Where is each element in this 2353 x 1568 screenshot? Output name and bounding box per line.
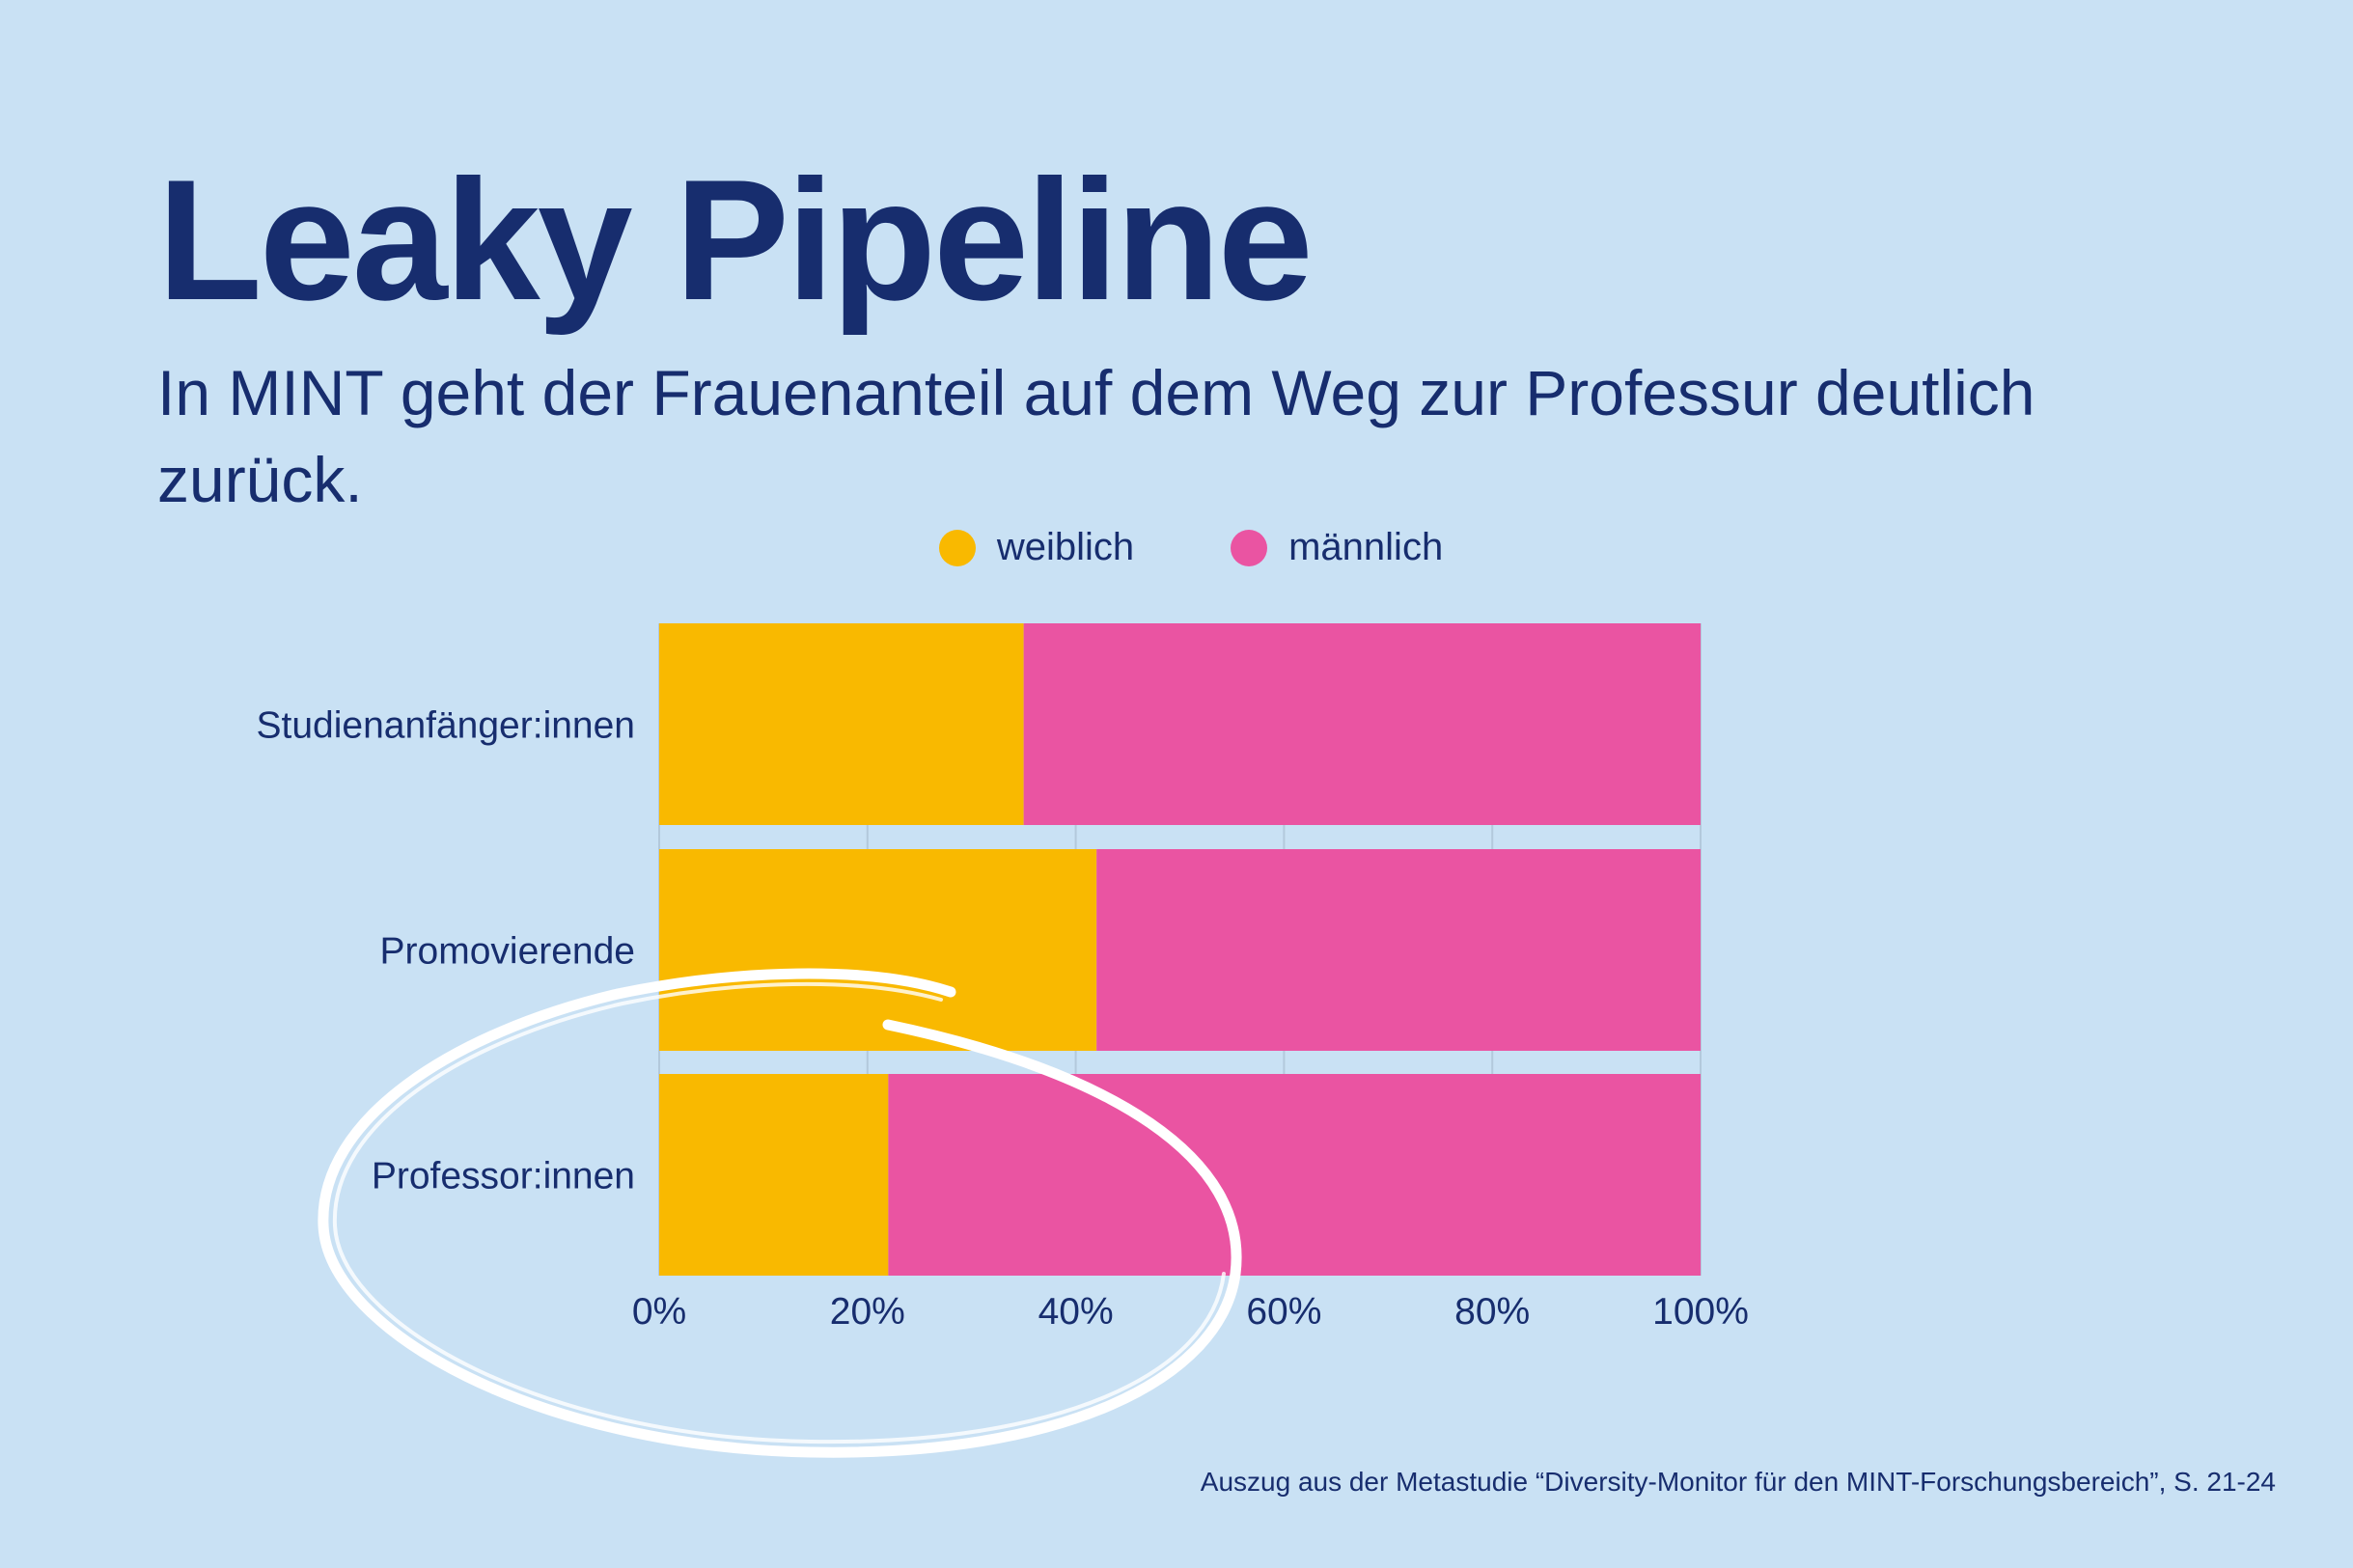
legend-label-maennlich: männlich — [1288, 526, 1444, 568]
legend-item-maennlich: männlich — [1231, 526, 1443, 569]
bar-weiblich-2 — [659, 1074, 889, 1276]
legend: weiblich männlich — [0, 526, 2353, 569]
annotation-stroke — [318, 968, 1242, 1458]
x-tick-labels: 0% 20% 40% 60% 80% 100% — [632, 1291, 1749, 1333]
x-tick-label: 60% — [1246, 1291, 1321, 1333]
x-tick-label: 20% — [830, 1291, 905, 1333]
category-label: Professor:innen — [372, 1156, 635, 1197]
legend-label-weiblich: weiblich — [996, 526, 1135, 568]
legend-swatch-weiblich — [938, 529, 976, 566]
x-tick-label: 80% — [1454, 1291, 1530, 1333]
bars — [659, 623, 1701, 1276]
annotation-stroke-inner — [332, 981, 1226, 1444]
chart-subtitle: In MINT geht der Frauenanteil auf dem We… — [157, 357, 2035, 515]
chart-title: Leaky Pipeline — [157, 144, 1314, 336]
bar-weiblich-0 — [659, 623, 1024, 825]
bar-maennlich-0 — [1023, 623, 1701, 825]
x-tick-label: 40% — [1038, 1291, 1114, 1333]
x-tick-label: 100% — [1652, 1291, 1749, 1333]
bar-maennlich-2 — [888, 1074, 1701, 1276]
category-label: Promovierende — [380, 931, 635, 973]
source-note: Auszug aus der Metastudie “Diversity-Mon… — [1200, 1467, 2276, 1497]
category-label: Studienanfänger:innen — [257, 705, 636, 747]
bar-maennlich-1 — [1096, 849, 1701, 1051]
legend-swatch-maennlich — [1231, 529, 1268, 566]
legend-item-weiblich: weiblich — [938, 526, 1135, 569]
category-labels: Studienanfänger:innen Promovierende Profes… — [257, 705, 636, 1197]
bar-weiblich-1 — [659, 849, 1097, 1051]
annotation-circle — [318, 968, 1242, 1458]
x-tick-label: 0% — [632, 1291, 686, 1333]
